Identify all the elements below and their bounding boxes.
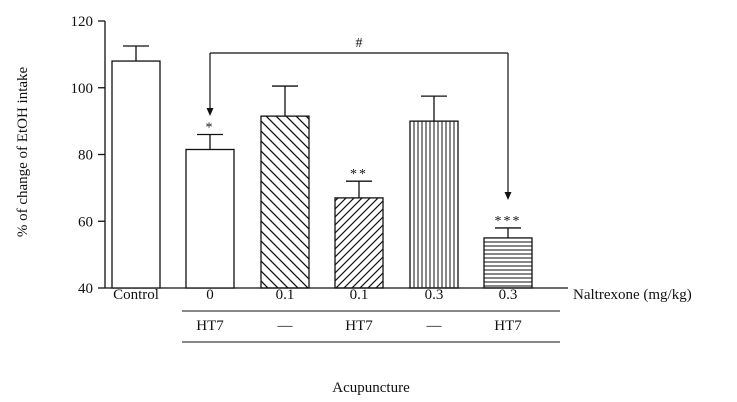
acupuncture-value: — [277,318,294,334]
acupuncture-row-label: Acupuncture [332,380,410,396]
x-tick-label: 0.1 [350,287,369,303]
bar [111,60,161,289]
acupuncture-labels: HT7 — HT7 — HT7 [196,318,522,334]
x-tick-label: 0.3 [499,287,518,303]
x-tick-label: 0.3 [425,287,444,303]
acupuncture-value: HT7 [494,318,522,334]
bracket-left-arrowhead [206,108,214,116]
significance-mark: ** [350,167,368,182]
y-tick-label: 40 [78,281,93,297]
x-tick-labels: Control 0 0.1 0.1 0.3 0.3 [113,287,517,303]
significance-mark: *** [495,214,522,229]
acupuncture-value: HT7 [345,318,373,334]
comparison-bracket: # [206,36,512,200]
bar [334,197,384,289]
x-tick-label: 0.1 [276,287,295,303]
acupuncture-value: HT7 [196,318,224,334]
acupuncture-value: — [426,318,443,334]
bracket-right-arrowhead [504,192,512,200]
naltrexone-row-label: Naltrexone (mg/kg) [573,287,692,303]
bar [260,115,310,289]
bar [409,120,459,289]
y-tick-label: 60 [78,214,93,230]
significance-mark: * [206,120,215,135]
y-tick-label: 100 [71,81,94,97]
y-axis-label: % of change of EtOH intake [15,66,31,237]
bars: ****** [111,45,533,289]
x-tick-label: 0 [206,287,214,303]
y-tick-label: 120 [71,14,94,30]
bar [483,237,533,289]
comparison-symbol: # [356,36,363,51]
bar [185,148,235,289]
y-tick-label: 80 [78,148,93,164]
x-tick-label: Control [113,287,159,303]
y-ticks: 40 60 80 100 120 [71,14,105,297]
